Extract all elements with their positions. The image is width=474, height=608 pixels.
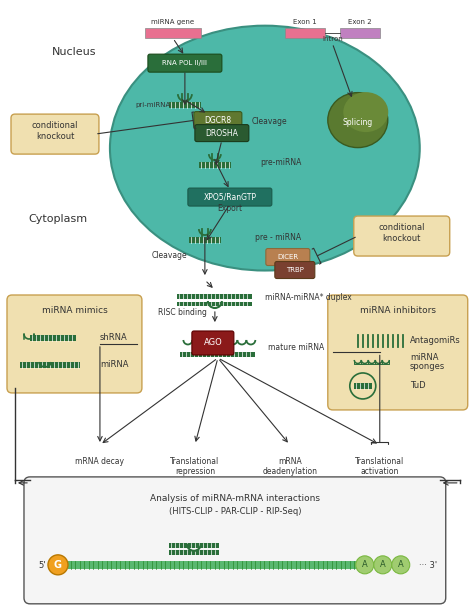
Text: G: G: [54, 560, 62, 570]
Bar: [145, 28, 201, 38]
Text: AGO: AGO: [203, 339, 222, 348]
Text: conditional: conditional: [379, 223, 425, 232]
Text: DGCR8: DGCR8: [204, 116, 231, 125]
Text: RNA POL II/III: RNA POL II/III: [163, 60, 208, 66]
Text: Translational
repression: Translational repression: [170, 457, 219, 476]
Text: Translational
activation: Translational activation: [355, 457, 404, 476]
Ellipse shape: [328, 92, 388, 148]
Bar: [354, 383, 372, 389]
Text: Cleavage: Cleavage: [152, 251, 188, 260]
Ellipse shape: [110, 26, 420, 271]
Text: mature miRNA: mature miRNA: [268, 343, 324, 352]
Text: Exon 2: Exon 2: [348, 19, 372, 25]
Text: Cleavage: Cleavage: [252, 117, 287, 126]
Text: Intron: Intron: [322, 36, 343, 42]
Bar: [169, 550, 219, 555]
Text: A: A: [380, 561, 386, 569]
Bar: [181, 353, 255, 358]
FancyBboxPatch shape: [275, 261, 315, 278]
Ellipse shape: [343, 92, 388, 132]
FancyBboxPatch shape: [24, 477, 446, 604]
Bar: [177, 294, 252, 299]
Text: miRNA: miRNA: [100, 361, 128, 370]
Bar: [177, 302, 252, 306]
FancyBboxPatch shape: [354, 216, 450, 256]
Text: ··· 3': ··· 3': [419, 561, 437, 570]
Text: miRNA-miRNA* duplex: miRNA-miRNA* duplex: [265, 293, 352, 302]
Text: Splicing: Splicing: [343, 118, 373, 127]
Text: DICER: DICER: [277, 254, 299, 260]
Text: pri-miRNA: pri-miRNA: [135, 102, 171, 108]
FancyBboxPatch shape: [192, 331, 234, 355]
FancyBboxPatch shape: [266, 249, 310, 266]
Text: shRNA: shRNA: [100, 333, 128, 342]
Text: Analysis of miRNA-mRNA interactions: Analysis of miRNA-mRNA interactions: [150, 494, 320, 503]
Text: mRNA decay: mRNA decay: [75, 457, 125, 466]
Text: TuD: TuD: [410, 381, 425, 390]
FancyBboxPatch shape: [194, 112, 242, 129]
FancyBboxPatch shape: [7, 295, 142, 393]
Text: A: A: [398, 561, 404, 569]
Circle shape: [374, 556, 392, 574]
Bar: [199, 162, 231, 168]
Text: miRNA gene: miRNA gene: [151, 19, 194, 25]
Text: Cytoplasm: Cytoplasm: [28, 214, 87, 224]
Text: 5': 5': [38, 561, 46, 570]
FancyBboxPatch shape: [148, 54, 222, 72]
Text: XPO5/RanGTP: XPO5/RanGTP: [203, 193, 256, 202]
Text: TRBP: TRBP: [286, 267, 304, 273]
FancyBboxPatch shape: [11, 114, 99, 154]
Text: AntagomiRs: AntagomiRs: [410, 336, 461, 345]
FancyBboxPatch shape: [328, 295, 468, 410]
Bar: [169, 544, 219, 548]
Text: knockout: knockout: [383, 234, 421, 243]
Bar: [20, 362, 80, 368]
Text: miRNA mimics: miRNA mimics: [42, 306, 107, 315]
Text: Exon 1: Exon 1: [293, 19, 317, 25]
Text: conditional: conditional: [32, 121, 78, 130]
Text: pre-miRNA: pre-miRNA: [260, 158, 301, 167]
FancyBboxPatch shape: [188, 188, 272, 206]
Text: miRNA inhibitors: miRNA inhibitors: [360, 306, 436, 315]
Text: RISC binding: RISC binding: [158, 308, 207, 317]
Text: sponges: sponges: [410, 362, 445, 371]
Text: mRNA
deadenylation: mRNA deadenylation: [262, 457, 317, 476]
Text: A: A: [362, 561, 368, 569]
Text: knockout: knockout: [36, 132, 74, 141]
Text: Nucleus: Nucleus: [52, 47, 97, 57]
Bar: [285, 28, 325, 38]
FancyBboxPatch shape: [195, 125, 249, 142]
Bar: [30, 335, 76, 341]
Circle shape: [356, 556, 374, 574]
Bar: [169, 102, 201, 108]
Text: Export: Export: [217, 204, 242, 213]
Bar: [340, 28, 380, 38]
Circle shape: [392, 556, 410, 574]
Bar: [189, 237, 221, 243]
Text: miRNA: miRNA: [410, 353, 438, 362]
Circle shape: [48, 555, 68, 575]
Text: DROSHA: DROSHA: [205, 129, 238, 137]
Bar: [68, 561, 360, 569]
Text: (HITS-CLIP - PAR-CLIP - RIP-Seq): (HITS-CLIP - PAR-CLIP - RIP-Seq): [169, 507, 301, 516]
Text: pre - miRNA: pre - miRNA: [255, 233, 301, 242]
